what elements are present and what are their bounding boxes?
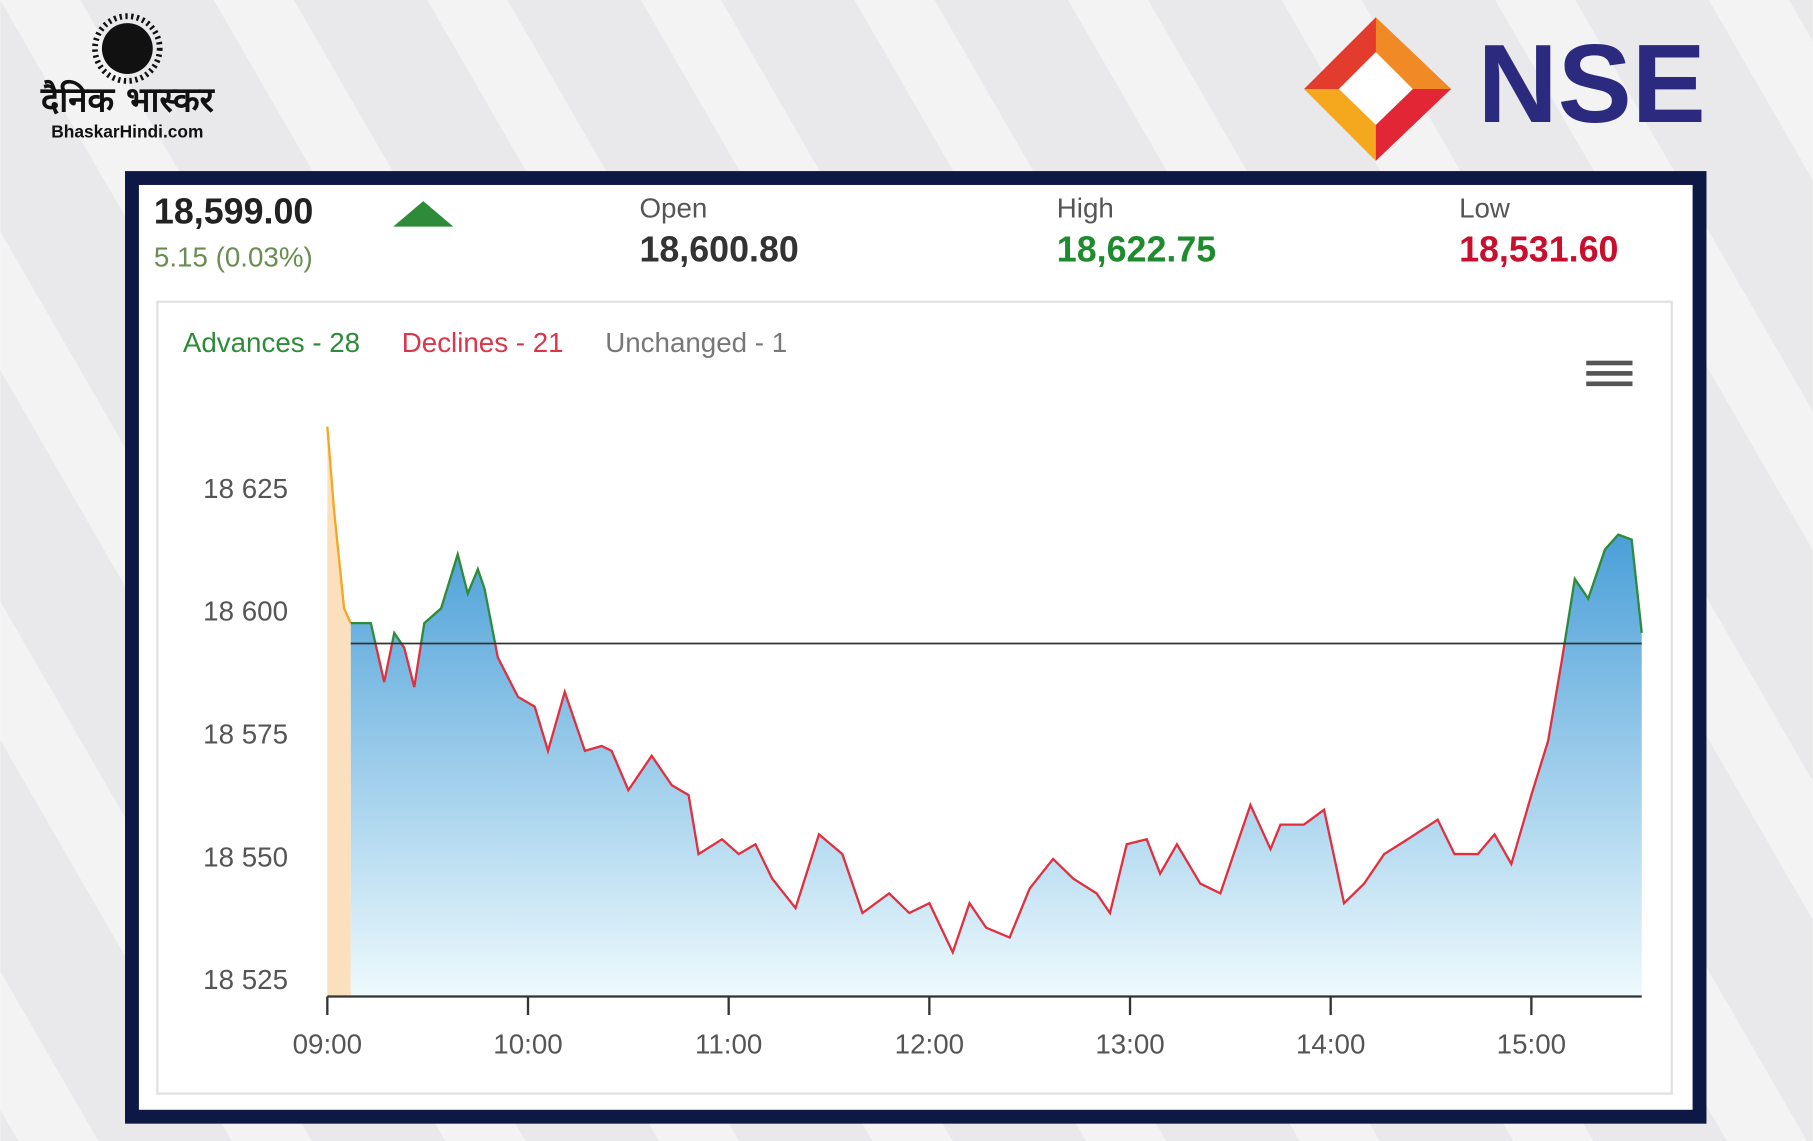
breadth-label: Unchanged - 1 [605,327,787,358]
x-tick-label: 13:00 [1095,1029,1164,1060]
x-tick-label: 14:00 [1296,1029,1365,1060]
y-tick-label: 18 575 [203,718,288,749]
area [327,426,351,997]
x-tick-label: 12:00 [895,1029,964,1060]
change: 5.15 (0.03%) [154,241,313,272]
y-tick-label: 18 625 [203,473,288,504]
publisher-name: दैनिक भास्कर [40,80,216,121]
open-label: Open [639,193,707,224]
breadth-label: Advances - 28 [183,327,360,358]
y-tick-label: 18 600 [203,596,288,627]
exchange-name: NSE [1478,22,1706,146]
x-tick-label: 10:00 [493,1029,562,1060]
publisher-logo: दैनिक भास्कर BhaskarHindi.com [40,13,216,142]
y-tick-label: 18 550 [203,841,288,872]
open-value: 18,600.80 [639,229,798,269]
high-label: High [1057,193,1114,224]
x-tick-label: 15:00 [1497,1029,1566,1060]
last-price: 18,599.00 [154,191,313,231]
x-tick-label: 09:00 [293,1029,362,1060]
exchange-logo: NSE [1304,17,1706,161]
low-value: 18,531.60 [1459,229,1618,269]
area [350,534,1642,997]
high-value: 18,622.75 [1057,229,1216,269]
y-tick-label: 18 525 [203,964,288,995]
chart: Advances - 28 Declines - 21 Unchanged - 1 1… [183,327,1643,1060]
quote-header: 18,599.00 5.15 (0.03%) Open 18,600.80 Hi… [154,191,1619,272]
line [326,426,352,624]
x-tick-label: 11:00 [695,1029,762,1060]
low-label: Low [1459,193,1511,224]
publisher-site: BhaskarHindi.com [51,122,203,142]
up-arrow [393,201,454,227]
line-below [374,643,1566,956]
breadth-label: Declines - 21 [402,327,564,358]
menu-button[interactable] [1586,360,1633,387]
